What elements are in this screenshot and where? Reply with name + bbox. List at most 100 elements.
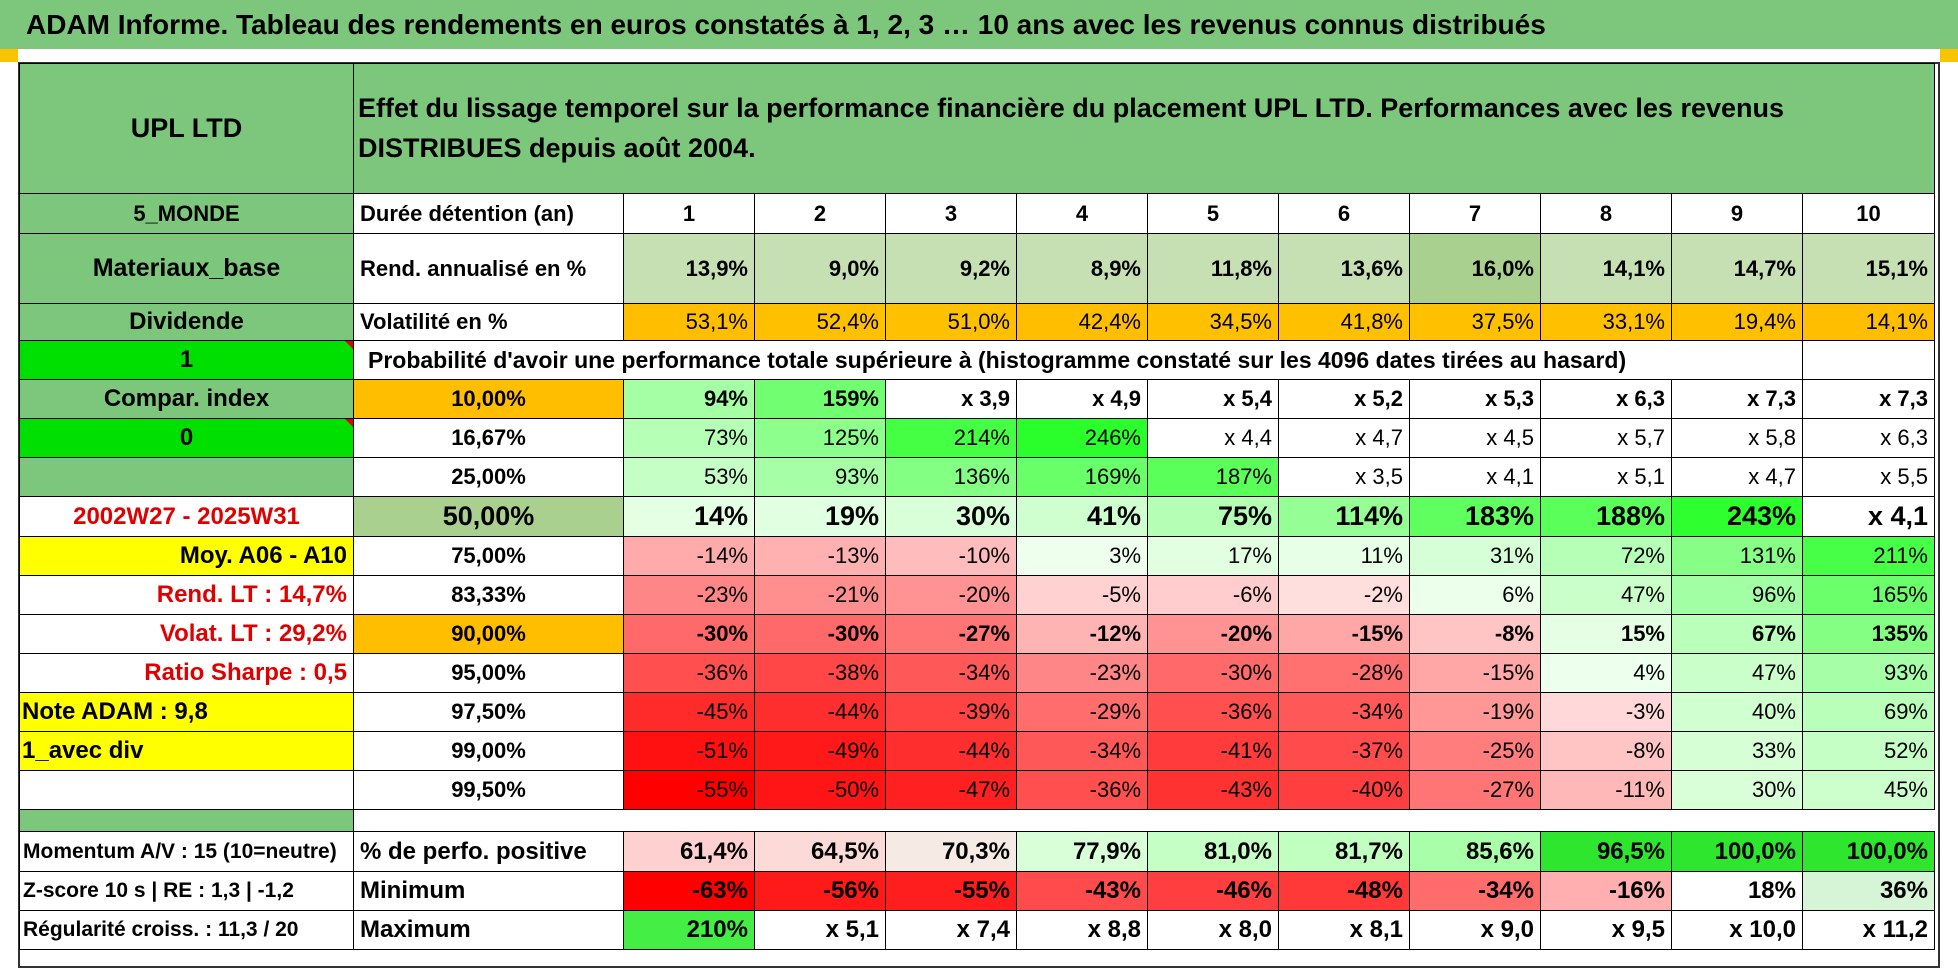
quantile-5-year-1: -14% [623, 536, 755, 576]
quantile-10-year-8: -8% [1540, 731, 1672, 771]
quantile-5-year-6: 11% [1278, 536, 1410, 576]
quantile-10-year-6: -37% [1278, 731, 1410, 771]
report-title: ADAM Informe. Tableau des rendements en … [0, 0, 1958, 49]
quantile-label-3: 25,00% [353, 457, 624, 497]
quantile-3-year-9: x 4,7 [1671, 457, 1803, 497]
max-cell-2: x 5,1 [754, 910, 886, 950]
quantile-4-year-7: 183% [1409, 496, 1541, 537]
quantile-10-year-4: -34% [1016, 731, 1148, 771]
quantile-1-year-6: x 5,2 [1278, 379, 1410, 419]
quantile-6-year-8: 47% [1540, 575, 1672, 615]
quantile-9-year-8: -3% [1540, 692, 1672, 732]
quantile-7-year-9: 67% [1671, 614, 1803, 654]
income-label: Dividende [19, 303, 354, 341]
quantile-label-11: 99,50% [353, 770, 624, 810]
min-cell-4: -43% [1016, 871, 1148, 911]
min-cell-9: 18% [1671, 871, 1803, 911]
quantile-3-year-6: x 3,5 [1278, 457, 1410, 497]
max-cell-4: x 8,8 [1016, 910, 1148, 950]
quantile-1-year-5: x 5,4 [1147, 379, 1279, 419]
blank-cell [19, 770, 354, 810]
quantile-7-year-5: -20% [1147, 614, 1279, 654]
positive-cell-5: 81,0% [1147, 831, 1279, 872]
max-cell-6: x 8,1 [1278, 910, 1410, 950]
quantile-1-year-9: x 7,3 [1671, 379, 1803, 419]
quantile-9-year-3: -39% [885, 692, 1017, 732]
quantile-4-year-8: 188% [1540, 496, 1672, 537]
quantile-9-year-5: -36% [1147, 692, 1279, 732]
quantile-2-year-3: 214% [885, 418, 1017, 458]
flag-cell-1: 1 [19, 340, 354, 380]
rend-cell-5: 11,8% [1147, 233, 1279, 304]
quantile-6-year-1: -23% [623, 575, 755, 615]
avec-div-label: 1_avec div [19, 731, 354, 771]
max-cell-9: x 10,0 [1671, 910, 1803, 950]
flag-cell-2: 0 [19, 418, 354, 458]
quantile-11-year-1: -55% [623, 770, 755, 810]
gap-green-cell [19, 809, 354, 832]
year-header-5: 5 [1147, 193, 1279, 234]
momentum-label: Momentum A/V : 15 (10=neutre) [19, 831, 354, 872]
quantile-11-year-9: 30% [1671, 770, 1803, 810]
quantile-6-year-4: -5% [1016, 575, 1148, 615]
quantile-label-7: 90,00% [353, 614, 624, 654]
quantile-1-year-4: x 4,9 [1016, 379, 1148, 419]
volat-lt-label: Volat. LT : 29,2% [19, 614, 354, 654]
quantile-4-year-10: x 4,1 [1802, 496, 1935, 537]
quantile-7-year-1: -30% [623, 614, 755, 654]
quantile-label-6: 83,33% [353, 575, 624, 615]
quantile-6-year-2: -21% [754, 575, 886, 615]
positive-cell-4: 77,9% [1016, 831, 1148, 872]
max-cell-10: x 11,2 [1802, 910, 1935, 950]
quantile-3-year-10: x 5,5 [1802, 457, 1935, 497]
sector-label: Materiaux_base [19, 233, 354, 304]
quantile-2-year-2: 125% [754, 418, 886, 458]
quantile-10-year-10: 52% [1802, 731, 1935, 771]
quantile-11-year-7: -27% [1409, 770, 1541, 810]
quantile-8-year-6: -28% [1278, 653, 1410, 693]
quantile-1-year-2: 159% [754, 379, 886, 419]
zscore-label: Z-score 10 s | RE : 1,3 | -1,2 [19, 871, 354, 911]
vol-cell-7: 37,5% [1409, 303, 1541, 341]
quantile-7-year-2: -30% [754, 614, 886, 654]
moy-label: Moy. A06 - A10 [19, 536, 354, 576]
max-cell-5: x 8,0 [1147, 910, 1279, 950]
quantile-4-year-5: 75% [1147, 496, 1279, 537]
quantile-5-year-3: -10% [885, 536, 1017, 576]
min-cell-1: -63% [623, 871, 755, 911]
positive-cell-2: 64,5% [754, 831, 886, 872]
quantile-1-year-10: x 7,3 [1802, 379, 1935, 419]
quantile-11-year-4: -36% [1016, 770, 1148, 810]
quantile-3-year-3: 136% [885, 457, 1017, 497]
quantile-11-year-2: -50% [754, 770, 886, 810]
max-cell-3: x 7,4 [885, 910, 1017, 950]
quantile-7-year-6: -15% [1278, 614, 1410, 654]
year-header-8: 8 [1540, 193, 1672, 234]
quantile-11-year-10: 45% [1802, 770, 1935, 810]
quantile-1-year-7: x 5,3 [1409, 379, 1541, 419]
quantile-9-year-1: -45% [623, 692, 755, 732]
min-cell-10: 36% [1802, 871, 1935, 911]
quantile-9-year-7: -19% [1409, 692, 1541, 732]
positive-cell-1: 61,4% [623, 831, 755, 872]
quantile-8-year-9: 47% [1671, 653, 1803, 693]
quantile-label-10: 99,00% [353, 731, 624, 771]
quantile-4-year-3: 30% [885, 496, 1017, 537]
positive-cell-7: 85,6% [1409, 831, 1541, 872]
quantile-2-year-1: 73% [623, 418, 755, 458]
quantile-3-year-1: 53% [623, 457, 755, 497]
quantile-8-year-2: -38% [754, 653, 886, 693]
quantile-2-year-6: x 4,7 [1278, 418, 1410, 458]
corner-marker-right [1940, 49, 1958, 62]
note-adam-label: Note ADAM : 9,8 [19, 692, 354, 732]
min-cell-2: -56% [754, 871, 886, 911]
rend-cell-9: 14,7% [1671, 233, 1803, 304]
positive-cell-10: 100,0% [1802, 831, 1935, 872]
quantile-3-year-2: 93% [754, 457, 886, 497]
year-header-4: 4 [1016, 193, 1148, 234]
quantile-7-year-10: 135% [1802, 614, 1935, 654]
quantile-3-year-5: 187% [1147, 457, 1279, 497]
blank-green-cell [19, 457, 354, 497]
quantile-1-year-3: x 3,9 [885, 379, 1017, 419]
rend-cell-10: 15,1% [1802, 233, 1935, 304]
